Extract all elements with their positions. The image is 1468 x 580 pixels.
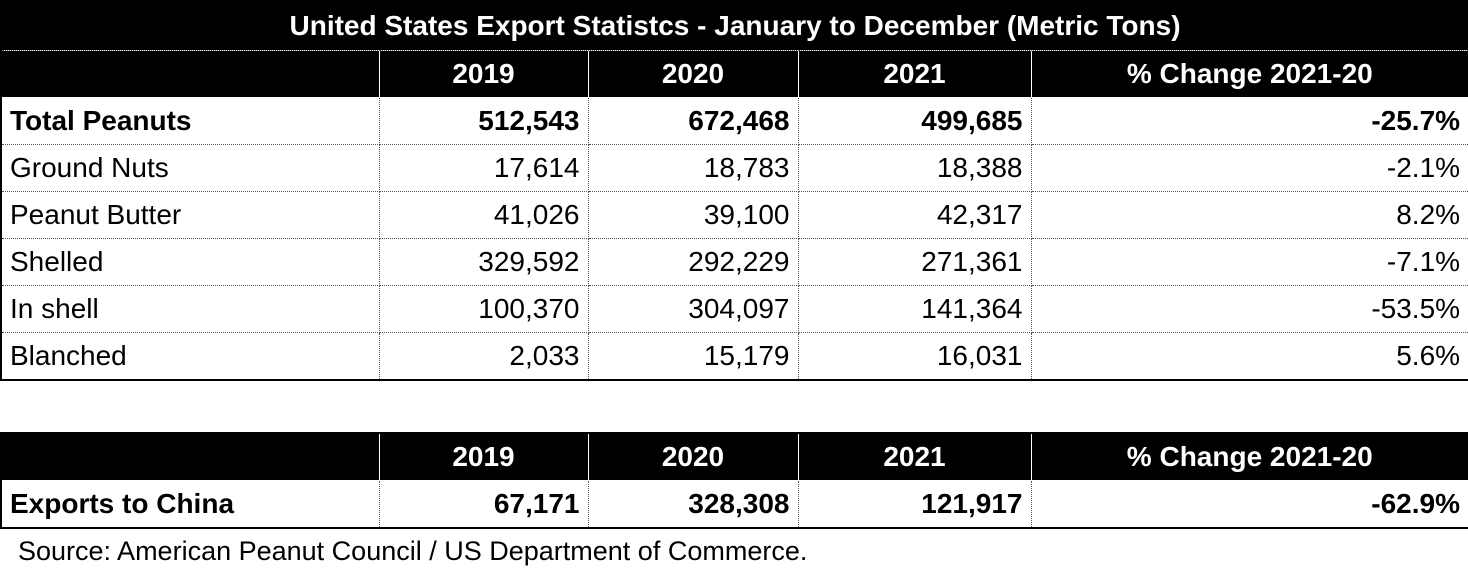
header-change: % Change 2021-20 [1030,432,1468,481]
value-2020: 672,468 [587,97,799,145]
row-label: Blanched [0,332,380,381]
value-2020: 15,179 [587,332,799,381]
row-label: Shelled [0,238,380,286]
value-2021: 499,685 [797,97,1032,145]
value-2020: 304,097 [587,285,799,333]
value-change: -62.9% [1030,480,1468,529]
value-2021: 18,388 [797,144,1032,192]
value-2019: 100,370 [378,285,589,333]
value-2019: 2,033 [378,332,589,381]
export-statistics-table: United States Export Statistcs - January… [0,0,1468,381]
header-2020: 2020 [587,50,799,98]
value-change: 5.6% [1030,332,1468,381]
value-2019: 512,543 [378,97,589,145]
table-row: Ground Nuts 17,614 18,783 18,388 -2.1% [0,144,1468,192]
header-label [0,50,380,98]
row-label: Peanut Butter [0,191,380,239]
value-change: -25.7% [1030,97,1468,145]
value-2021: 42,317 [797,191,1032,239]
value-2019: 329,592 [378,238,589,286]
value-change: -2.1% [1030,144,1468,192]
table-row: Blanched 2,033 15,179 16,031 5.6% [0,332,1468,381]
value-2020: 39,100 [587,191,799,239]
value-2020: 292,229 [587,238,799,286]
header-2020: 2020 [587,432,799,481]
header-2019: 2019 [378,50,589,98]
value-change: 8.2% [1030,191,1468,239]
header-row: 2019 2020 2021 % Change 2021-20 [0,432,1468,481]
value-change: -53.5% [1030,285,1468,333]
row-label: Ground Nuts [0,144,380,192]
row-label: In shell [0,285,380,333]
table-row: Peanut Butter 41,026 39,100 42,317 8.2% [0,191,1468,239]
value-2021: 141,364 [797,285,1032,333]
header-change: % Change 2021-20 [1030,50,1468,98]
china-exports-table: 2019 2020 2021 % Change 2021-20 Exports … [0,432,1468,529]
table-row: In shell 100,370 304,097 141,364 -53.5% [0,285,1468,333]
table-title: United States Export Statistcs - January… [0,0,1468,51]
table-row: Total Peanuts 512,543 672,468 499,685 -25.7% [0,97,1468,145]
value-2019: 17,614 [378,144,589,192]
value-2020: 18,783 [587,144,799,192]
value-2020: 328,308 [587,480,799,529]
row-label: Exports to China [0,480,380,529]
row-label: Total Peanuts [0,97,380,145]
value-2019: 41,026 [378,191,589,239]
header-2021: 2021 [797,432,1032,481]
header-row: 2019 2020 2021 % Change 2021-20 [0,50,1468,98]
header-2019: 2019 [378,432,589,481]
value-2021: 121,917 [797,480,1032,529]
source-note: Source: American Peanut Council / US Dep… [18,536,808,566]
table-title-row: United States Export Statistcs - January… [0,0,1468,51]
value-change: -7.1% [1030,238,1468,286]
value-2019: 67,171 [378,480,589,529]
value-2021: 16,031 [797,332,1032,381]
table-row: Exports to China 67,171 328,308 121,917 … [0,480,1468,529]
header-2021: 2021 [797,50,1032,98]
header-label [0,432,380,481]
value-2021: 271,361 [797,238,1032,286]
table-row: Shelled 329,592 292,229 271,361 -7.1% [0,238,1468,286]
